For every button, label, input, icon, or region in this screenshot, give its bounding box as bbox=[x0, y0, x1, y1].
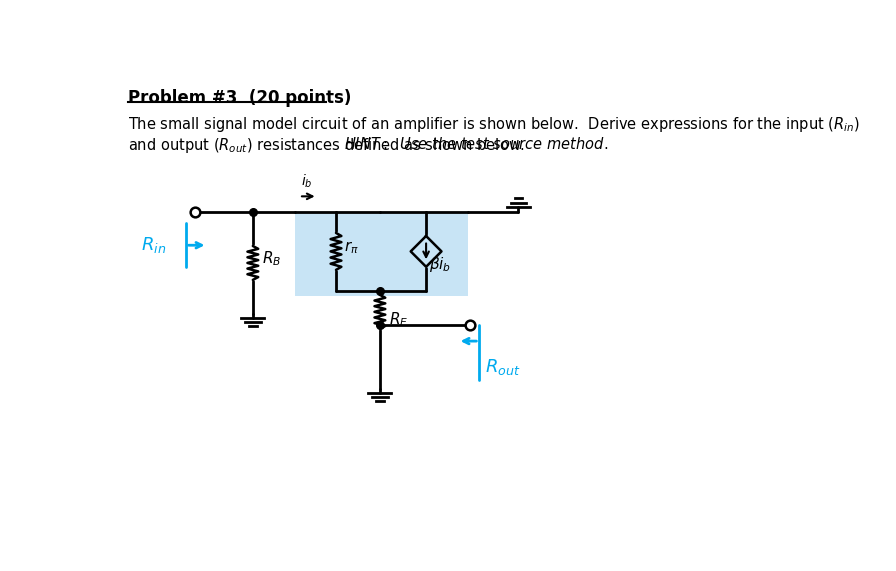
Bar bbox=[295, 212, 469, 296]
Text: $i_b$: $i_b$ bbox=[300, 173, 312, 190]
Text: $\it{HINT:\ \ Use\ the\ test\ source\ method.}$: $\it{HINT:\ \ Use\ the\ test\ source\ me… bbox=[344, 136, 607, 152]
Text: Problem #3  (20 points): Problem #3 (20 points) bbox=[128, 89, 351, 107]
Text: $R_{out}$: $R_{out}$ bbox=[486, 356, 521, 376]
Text: $R_E$: $R_E$ bbox=[389, 310, 409, 329]
Text: $R_{in}$: $R_{in}$ bbox=[141, 235, 166, 255]
Text: and output ($R_{out}$) resistances defined as shown below.: and output ($R_{out}$) resistances defin… bbox=[128, 136, 536, 155]
Text: $R_B$: $R_B$ bbox=[263, 250, 281, 268]
Text: $r_\pi$: $r_\pi$ bbox=[344, 239, 358, 256]
Text: $\beta i_b$: $\beta i_b$ bbox=[429, 255, 452, 274]
Text: The small signal model circuit of an amplifier is shown below.  Derive expressio: The small signal model circuit of an amp… bbox=[128, 115, 860, 135]
